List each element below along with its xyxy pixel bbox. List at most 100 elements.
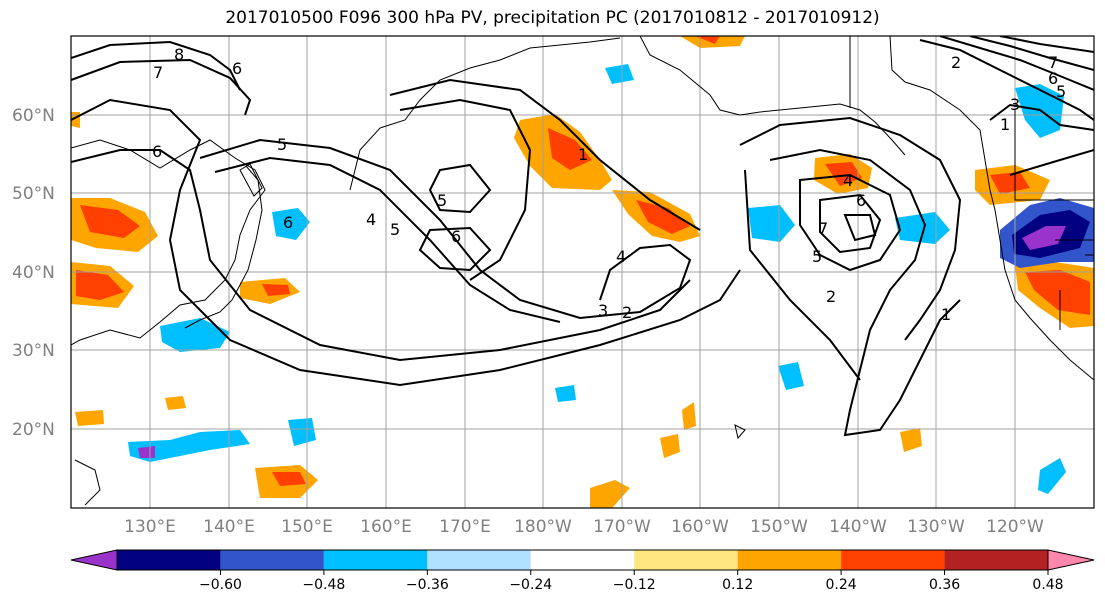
precip-blob xyxy=(636,200,690,234)
precip-blob xyxy=(1025,270,1090,315)
pv-contour xyxy=(71,149,691,362)
colorbar-extend-low xyxy=(70,549,118,571)
coastline xyxy=(349,37,621,191)
contour-label: 4 xyxy=(616,247,626,266)
coastline xyxy=(184,165,263,329)
colorbar-tick-label: 0.24 xyxy=(826,577,857,593)
pv-contour xyxy=(799,173,902,272)
lon-label: 160°E xyxy=(360,517,412,537)
precip-blob xyxy=(138,446,155,458)
colorbar-frame xyxy=(116,549,1049,571)
precip-blob xyxy=(288,418,316,446)
coastline xyxy=(1055,239,1094,330)
lon-label: 130°E xyxy=(124,517,176,537)
precip-blob xyxy=(1038,458,1066,494)
pv-contour xyxy=(389,78,701,231)
precip-blob xyxy=(990,172,1030,194)
precip-blob xyxy=(548,128,592,170)
pv-contour xyxy=(428,163,492,214)
precip-blob xyxy=(272,208,310,240)
pv-contour xyxy=(399,98,532,281)
lat-label: 60°N xyxy=(12,106,55,126)
colorbar-segment xyxy=(530,550,635,570)
colorbar-extend-high xyxy=(1047,549,1095,571)
contour-label: 7 xyxy=(1048,53,1058,72)
contour-label: 6 xyxy=(451,227,461,246)
contour-label: 1 xyxy=(941,305,951,324)
contour-label: 5 xyxy=(390,220,400,239)
colorbar-tick-label: −0.36 xyxy=(406,577,449,593)
pv-contours xyxy=(71,36,1094,437)
precip-blob xyxy=(75,410,104,426)
colorbar-tick-label: −0.60 xyxy=(199,577,242,593)
contour-label: 1 xyxy=(578,145,588,164)
contour-label: 2 xyxy=(826,287,836,306)
lon-label: 160°W xyxy=(671,517,729,537)
longitude-labels: 130°E 140°E 150°E 160°E 170°E 180°W 170°… xyxy=(124,517,1044,537)
precip-blob xyxy=(80,205,140,238)
colorbar-segment xyxy=(944,550,1048,570)
precip-blob xyxy=(778,362,804,390)
colorbar-segment xyxy=(841,550,945,570)
pv-contour xyxy=(969,36,1094,71)
precip-blob xyxy=(128,430,250,462)
lon-label: 140°E xyxy=(203,517,255,537)
coastline xyxy=(74,459,101,506)
pv-contour xyxy=(819,193,882,254)
precip-blob xyxy=(748,205,795,242)
pv-contour xyxy=(199,138,692,320)
pv-contour xyxy=(739,116,962,341)
contour-label: 6 xyxy=(152,142,162,161)
pv-contour xyxy=(989,103,1094,131)
lon-label: 170°E xyxy=(439,517,491,537)
contour-label: 1 xyxy=(1000,115,1010,134)
contour-label: 7 xyxy=(818,219,828,238)
precip-blob xyxy=(682,402,696,430)
colorbar-segment xyxy=(323,550,428,570)
pv-contour xyxy=(71,98,741,387)
contour-label: 6 xyxy=(856,191,866,210)
coastline xyxy=(639,36,906,156)
colorbar-tick-label: −0.48 xyxy=(302,577,345,593)
precip-blob xyxy=(825,162,862,186)
precip-blob xyxy=(1022,226,1066,250)
colorbar-tick-label: 0.12 xyxy=(722,577,753,593)
lat-label: 50°N xyxy=(12,184,55,204)
contour-label: 2 xyxy=(951,53,961,72)
lon-label: 150°W xyxy=(750,517,808,537)
pv-contour xyxy=(214,156,561,323)
lat-label: 20°N xyxy=(12,420,55,440)
pv-contour xyxy=(418,226,492,272)
precip-blob xyxy=(1015,84,1064,138)
pv-contour xyxy=(744,169,861,381)
coastline xyxy=(1014,110,1094,201)
colorbar-segment xyxy=(737,550,842,570)
precip-blob xyxy=(660,434,680,458)
map-title: 2017010500 F096 300 hPa PV, precipitatio… xyxy=(225,8,880,28)
coastline xyxy=(734,424,746,440)
colorbar-segment xyxy=(117,550,221,570)
lat-label: 30°N xyxy=(12,341,55,361)
precip-blob xyxy=(165,396,186,410)
contour-label: 5 xyxy=(1056,82,1066,101)
colorbar-tick-label: −0.24 xyxy=(509,577,552,593)
precip-blob xyxy=(160,318,230,352)
contour-label: 3 xyxy=(598,301,608,320)
pv-contour xyxy=(939,36,1094,91)
precip-blob xyxy=(695,36,720,44)
contour-label: 3 xyxy=(1010,95,1020,114)
coastline xyxy=(889,36,1094,381)
precip-shading xyxy=(71,36,1094,508)
lon-label: 120°W xyxy=(986,517,1044,537)
colorbar-tick-label: 0.36 xyxy=(929,577,960,593)
colorbar-segment xyxy=(427,550,531,570)
precip-blob xyxy=(262,284,290,296)
colorbar-segment xyxy=(220,550,324,570)
contour-label: 6 xyxy=(283,213,293,232)
lon-label: 130°W xyxy=(907,517,965,537)
colorbar-tick-label: 0.48 xyxy=(1032,577,1063,593)
coastline xyxy=(239,163,263,197)
colorbar-tick-label: −0.12 xyxy=(613,577,656,593)
coastline xyxy=(71,139,266,346)
